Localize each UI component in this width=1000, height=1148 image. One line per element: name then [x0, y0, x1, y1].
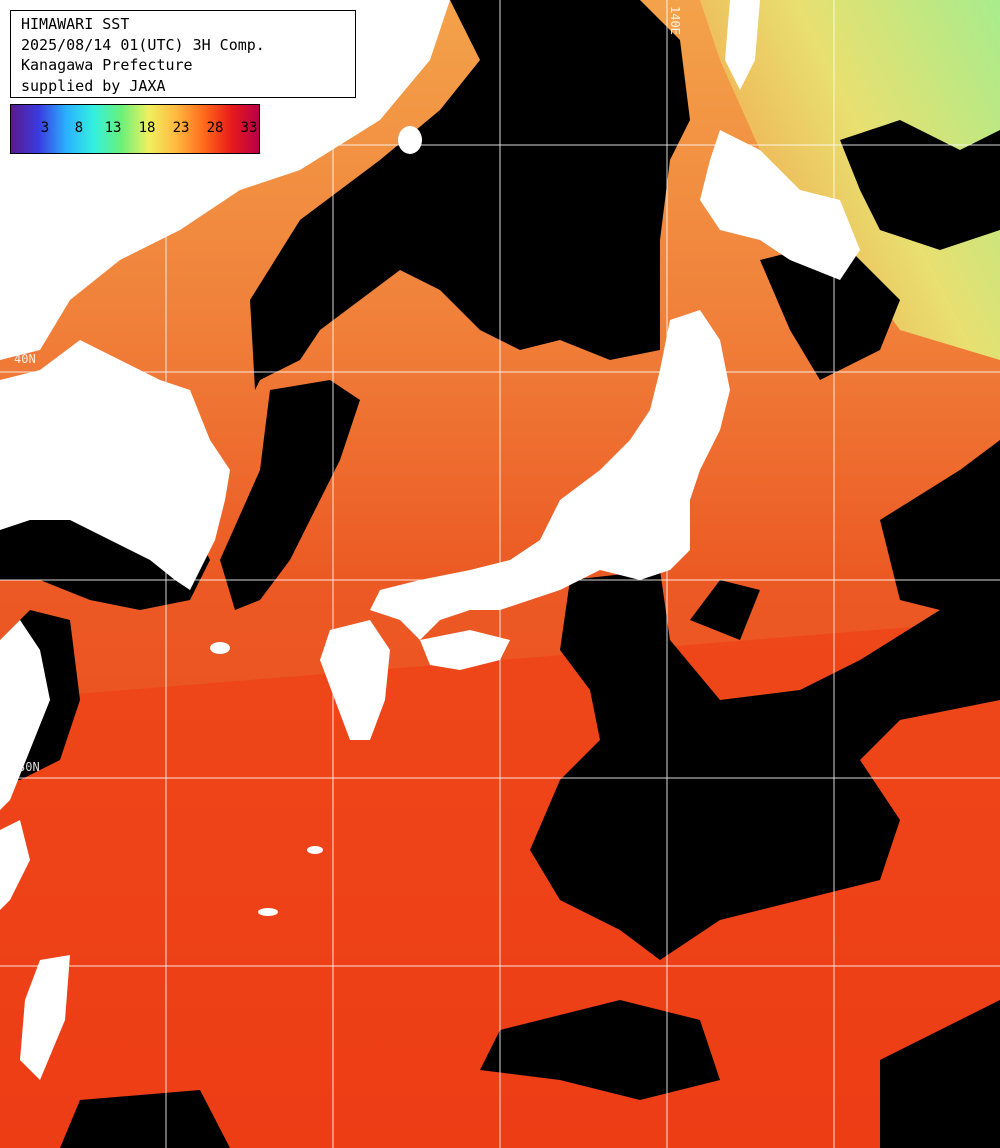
- lat-label-30n: 30N: [18, 760, 40, 774]
- legend-tick: 18: [138, 120, 156, 136]
- sst-legend-ticks: 3 8 13 18 23 28 33: [11, 120, 259, 140]
- map-region: Kanagawa Prefecture: [21, 56, 193, 74]
- lon-label-140e: 140E: [668, 6, 682, 35]
- map-credit: supplied by JAXA: [21, 76, 166, 95]
- map-title: HIMAWARI SST: [21, 15, 130, 33]
- sst-color-legend: 3 8 13 18 23 28 33: [10, 104, 260, 154]
- map-datetime: 2025/08/14 01(UTC) 3H Comp.: [21, 35, 265, 54]
- legend-tick: 23: [172, 120, 190, 136]
- legend-tick: 28: [206, 120, 224, 136]
- lat-label-40n: 40N: [14, 352, 36, 366]
- legend-tick: 33: [240, 120, 258, 136]
- legend-tick: 8: [74, 120, 84, 136]
- map-info-box: HIMAWARI SST 2025/08/14 01(UTC) 3H Comp.…: [10, 10, 356, 98]
- sst-color-gradient: [11, 105, 259, 153]
- cold-ocean-northeast: [700, 0, 1000, 360]
- legend-tick: 13: [104, 120, 122, 136]
- legend-tick: 3: [40, 120, 50, 136]
